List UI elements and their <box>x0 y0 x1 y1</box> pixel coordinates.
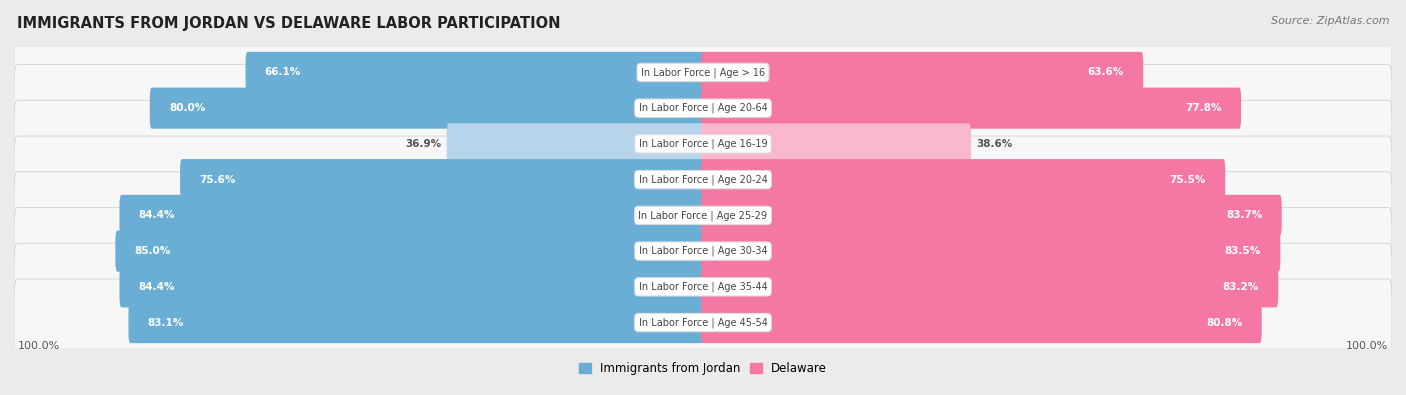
FancyBboxPatch shape <box>14 100 1392 188</box>
Text: 100.0%: 100.0% <box>1347 341 1389 351</box>
FancyBboxPatch shape <box>120 266 704 307</box>
Text: 80.8%: 80.8% <box>1206 318 1243 327</box>
Text: 63.6%: 63.6% <box>1088 68 1123 77</box>
FancyBboxPatch shape <box>150 88 704 129</box>
Text: 83.2%: 83.2% <box>1223 282 1258 292</box>
Text: 83.1%: 83.1% <box>148 318 184 327</box>
Text: 77.8%: 77.8% <box>1185 103 1222 113</box>
Text: In Labor Force | Age 20-64: In Labor Force | Age 20-64 <box>638 103 768 113</box>
Text: 83.5%: 83.5% <box>1225 246 1261 256</box>
Text: In Labor Force | Age > 16: In Labor Force | Age > 16 <box>641 67 765 78</box>
FancyBboxPatch shape <box>14 207 1392 295</box>
Text: 85.0%: 85.0% <box>135 246 172 256</box>
Text: In Labor Force | Age 45-54: In Labor Force | Age 45-54 <box>638 317 768 328</box>
Text: 84.4%: 84.4% <box>139 211 176 220</box>
Text: In Labor Force | Age 20-24: In Labor Force | Age 20-24 <box>638 174 768 185</box>
FancyBboxPatch shape <box>702 231 1281 272</box>
FancyBboxPatch shape <box>702 123 972 164</box>
Text: 75.6%: 75.6% <box>200 175 236 184</box>
FancyBboxPatch shape <box>14 279 1392 366</box>
Text: In Labor Force | Age 16-19: In Labor Force | Age 16-19 <box>638 139 768 149</box>
FancyBboxPatch shape <box>14 136 1392 223</box>
FancyBboxPatch shape <box>14 64 1392 152</box>
Text: IMMIGRANTS FROM JORDAN VS DELAWARE LABOR PARTICIPATION: IMMIGRANTS FROM JORDAN VS DELAWARE LABOR… <box>17 16 561 31</box>
Text: 83.7%: 83.7% <box>1226 211 1263 220</box>
FancyBboxPatch shape <box>180 159 704 200</box>
FancyBboxPatch shape <box>246 52 704 93</box>
Legend: Immigrants from Jordan, Delaware: Immigrants from Jordan, Delaware <box>579 362 827 375</box>
FancyBboxPatch shape <box>120 195 704 236</box>
FancyBboxPatch shape <box>702 302 1261 343</box>
FancyBboxPatch shape <box>702 195 1282 236</box>
Text: Source: ZipAtlas.com: Source: ZipAtlas.com <box>1271 16 1389 26</box>
FancyBboxPatch shape <box>14 172 1392 259</box>
FancyBboxPatch shape <box>702 159 1225 200</box>
FancyBboxPatch shape <box>128 302 704 343</box>
Text: 80.0%: 80.0% <box>169 103 205 113</box>
FancyBboxPatch shape <box>447 123 704 164</box>
FancyBboxPatch shape <box>14 243 1392 331</box>
Text: 84.4%: 84.4% <box>139 282 176 292</box>
Text: 75.5%: 75.5% <box>1170 175 1206 184</box>
FancyBboxPatch shape <box>702 88 1241 129</box>
Text: 100.0%: 100.0% <box>17 341 59 351</box>
Text: 38.6%: 38.6% <box>976 139 1012 149</box>
FancyBboxPatch shape <box>702 266 1278 307</box>
Text: In Labor Force | Age 35-44: In Labor Force | Age 35-44 <box>638 282 768 292</box>
Text: 66.1%: 66.1% <box>264 68 301 77</box>
FancyBboxPatch shape <box>14 29 1392 116</box>
FancyBboxPatch shape <box>115 231 704 272</box>
FancyBboxPatch shape <box>702 52 1143 93</box>
Text: 36.9%: 36.9% <box>406 139 441 149</box>
Text: In Labor Force | Age 25-29: In Labor Force | Age 25-29 <box>638 210 768 221</box>
Text: In Labor Force | Age 30-34: In Labor Force | Age 30-34 <box>638 246 768 256</box>
